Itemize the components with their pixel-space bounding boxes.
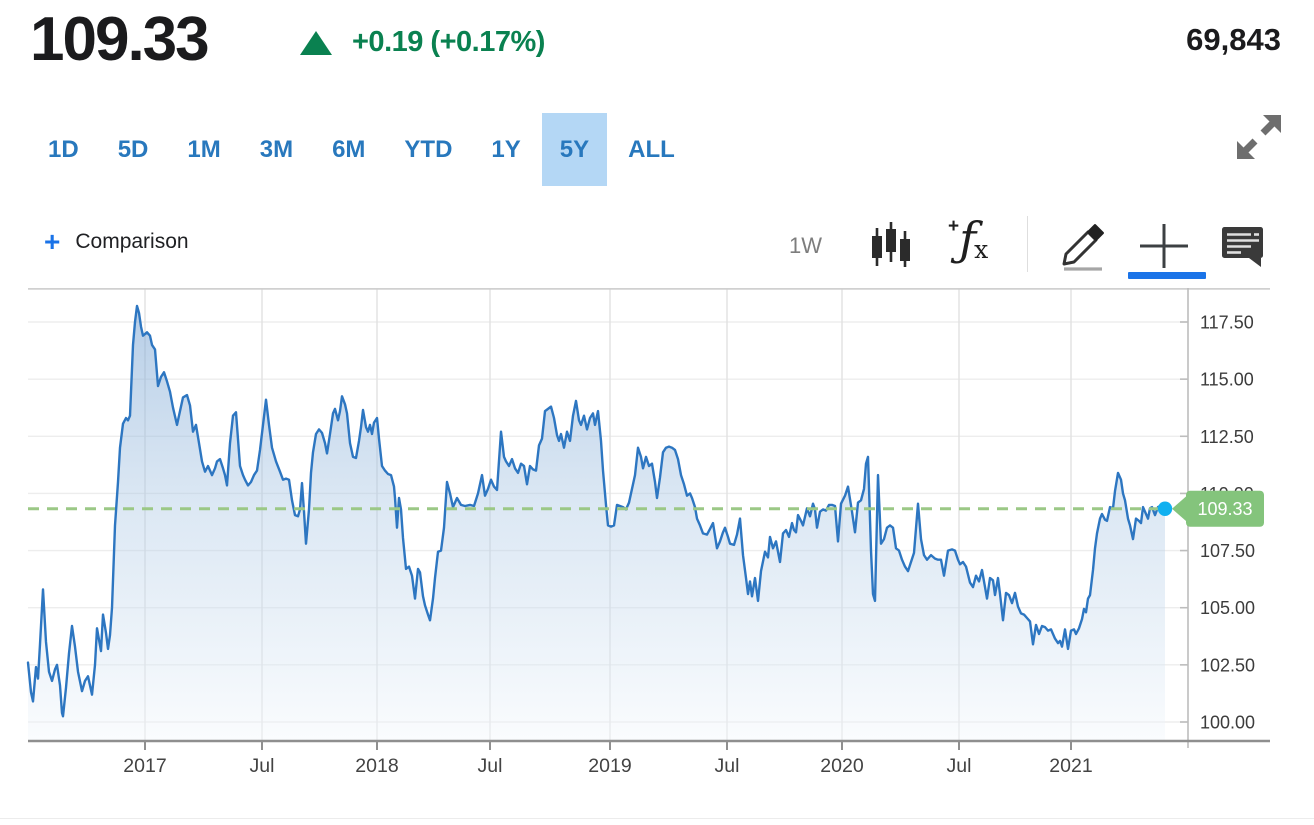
draw-pencil-icon[interactable] — [1056, 216, 1108, 274]
tab-5d[interactable]: 5D — [117, 135, 149, 163]
y-axis-label: 105.00 — [1200, 598, 1255, 618]
tab-1d[interactable]: 1D — [48, 135, 79, 163]
y-axis-label: 107.50 — [1200, 541, 1255, 561]
x-axis-label: 2017 — [123, 755, 166, 777]
interval-selector[interactable]: 1W — [789, 233, 822, 258]
volume-value: 69,843 — [1186, 22, 1281, 57]
price-chart[interactable]: 117.50115.00112.50110.00107.50105.00102.… — [0, 287, 1314, 820]
page-bottom-border — [0, 818, 1314, 819]
fullscreen-expand-icon[interactable] — [1232, 110, 1286, 164]
y-axis-label: 102.50 — [1200, 655, 1255, 675]
y-axis-label: 115.00 — [1200, 370, 1254, 390]
add-comparison-button[interactable]: + Comparison — [44, 228, 189, 256]
price-change-text: +0.19 (+0.17%) — [352, 26, 545, 58]
toolbar-divider — [1027, 216, 1028, 272]
price-line — [26, 304, 1167, 718]
tab-1y[interactable]: 1Y — [491, 135, 521, 163]
x-axis-label: 2021 — [1049, 755, 1092, 777]
price-chart-svg[interactable]: 117.50115.00112.50110.00107.50105.00102.… — [0, 287, 1314, 820]
y-axis-label: 112.50 — [1200, 427, 1254, 447]
range-tab-bar: 1D 5D 1M 3M 6M YTD 1Y 5Y ALL — [30, 113, 696, 186]
tab-3m[interactable]: 3M — [259, 135, 294, 163]
tab-6m[interactable]: 6M — [332, 135, 366, 163]
x-axis-label: Jul — [947, 755, 972, 777]
up-arrow-icon — [300, 30, 332, 55]
price-tag-pointer — [1172, 494, 1188, 523]
selected-tool-underline — [1128, 272, 1206, 279]
x-axis-label: 2020 — [820, 755, 864, 777]
price-area-fill — [28, 306, 1165, 741]
current-price: 109.33 — [30, 5, 210, 74]
x-axis-label: 2019 — [588, 755, 631, 777]
price-tag — [1186, 490, 1264, 527]
add-annotation-plus-icon[interactable] — [1138, 222, 1190, 270]
x-axis-label: Jul — [250, 755, 275, 777]
x-axis-label: Jul — [715, 755, 740, 777]
y-axis-label: 117.50 — [1200, 313, 1254, 333]
plus-icon: + — [44, 226, 61, 257]
comparison-label: Comparison — [75, 230, 189, 253]
y-axis-label: 100.00 — [1200, 713, 1255, 733]
tab-5y[interactable]: 5Y — [541, 113, 608, 186]
tab-all[interactable]: ALL — [628, 135, 675, 163]
price-change: +0.19 (+0.17%) — [300, 26, 545, 59]
candlestick-chart-icon[interactable] — [866, 220, 918, 272]
x-axis-label: Jul — [478, 755, 503, 777]
tab-1m[interactable]: 1M — [187, 135, 221, 163]
x-axis-label: 2018 — [355, 755, 398, 777]
tab-ytd[interactable]: YTD — [404, 135, 453, 163]
last-price-dot — [1157, 501, 1173, 516]
notes-comment-icon[interactable] — [1221, 226, 1265, 268]
indicators-fx-icon[interactable]: + ƒ x — [948, 212, 989, 266]
price-tag-label: 109.33 — [1197, 499, 1252, 519]
